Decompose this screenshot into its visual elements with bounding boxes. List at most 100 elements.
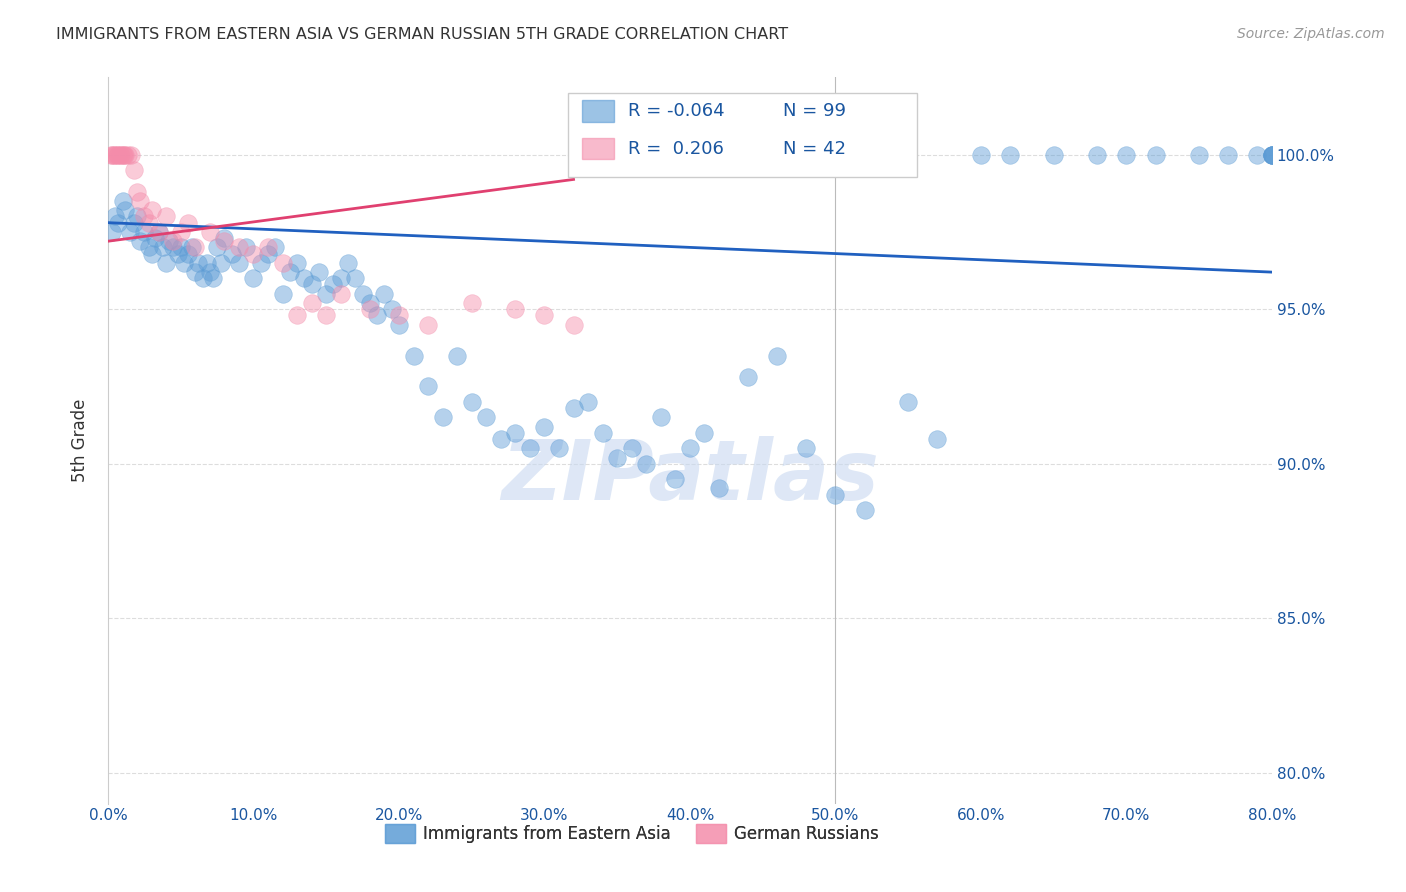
Point: [416, 379, 439, 393]
Point: [489, 432, 512, 446]
Point: [141, 246, 163, 260]
Point: [177, 246, 200, 260]
Point: [187, 256, 209, 270]
Point: [143, 231, 166, 245]
Point: [1261, 147, 1284, 161]
Point: [201, 271, 224, 285]
Point: [381, 302, 404, 317]
Point: [101, 147, 124, 161]
Point: [301, 277, 323, 292]
Text: ZIPatlas: ZIPatlas: [501, 436, 879, 517]
Point: [794, 442, 817, 456]
Point: [533, 309, 555, 323]
Point: [344, 271, 367, 285]
Point: [707, 482, 730, 496]
Point: [315, 286, 337, 301]
Point: [228, 240, 250, 254]
Point: [620, 442, 643, 456]
Text: R = -0.064: R = -0.064: [628, 102, 725, 120]
Point: [205, 240, 228, 254]
Point: [134, 210, 156, 224]
Point: [155, 210, 177, 224]
Point: [103, 147, 125, 161]
Point: [264, 240, 287, 254]
Point: [664, 472, 686, 486]
Point: [1261, 147, 1284, 161]
Point: [107, 147, 129, 161]
Point: [114, 203, 136, 218]
Point: [359, 296, 381, 310]
Point: [388, 309, 411, 323]
Point: [249, 256, 271, 270]
Point: [100, 147, 122, 161]
Point: [162, 234, 184, 248]
Point: [337, 256, 360, 270]
Point: [824, 487, 846, 501]
Point: [650, 410, 672, 425]
Point: [198, 265, 221, 279]
Point: [166, 246, 188, 260]
Point: [366, 309, 388, 323]
Point: [127, 210, 149, 224]
Point: [242, 271, 264, 285]
Point: [285, 256, 308, 270]
Point: [636, 457, 658, 471]
Text: IMMIGRANTS FROM EASTERN ASIA VS GERMAN RUSSIAN 5TH GRADE CORRELATION CHART: IMMIGRANTS FROM EASTERN ASIA VS GERMAN R…: [56, 27, 789, 42]
Bar: [582, 137, 614, 160]
Point: [416, 318, 439, 332]
Point: [105, 147, 128, 161]
FancyBboxPatch shape: [568, 94, 917, 177]
Point: [120, 147, 142, 161]
Point: [1218, 147, 1240, 161]
Text: N = 42: N = 42: [783, 140, 846, 158]
Point: [148, 225, 170, 239]
Point: [1144, 147, 1167, 161]
Point: [329, 286, 352, 301]
Point: [359, 302, 381, 317]
Point: [505, 302, 527, 317]
Point: [195, 256, 218, 270]
Point: [766, 349, 789, 363]
Text: Source: ZipAtlas.com: Source: ZipAtlas.com: [1237, 27, 1385, 41]
Point: [271, 256, 294, 270]
Point: [294, 271, 316, 285]
Point: [184, 240, 207, 254]
Point: [1261, 147, 1284, 161]
Y-axis label: 5th Grade: 5th Grade: [72, 399, 89, 483]
Point: [1261, 147, 1284, 161]
Point: [155, 256, 177, 270]
Point: [315, 309, 337, 323]
Point: [214, 234, 236, 248]
Point: [101, 225, 124, 239]
Point: [352, 286, 374, 301]
Point: [322, 277, 344, 292]
Point: [129, 194, 152, 208]
Point: [184, 265, 207, 279]
Point: [308, 265, 330, 279]
Point: [402, 349, 425, 363]
Point: [122, 163, 145, 178]
Point: [301, 296, 323, 310]
Point: [129, 234, 152, 248]
Point: [127, 185, 149, 199]
Point: [285, 309, 308, 323]
Point: [533, 419, 555, 434]
Point: [998, 147, 1021, 161]
Point: [177, 216, 200, 230]
Point: [679, 442, 702, 456]
Point: [897, 395, 920, 409]
Point: [970, 147, 993, 161]
Point: [170, 240, 193, 254]
Point: [214, 231, 236, 245]
Point: [592, 425, 614, 440]
Point: [134, 225, 156, 239]
Point: [1085, 147, 1108, 161]
Bar: [582, 100, 614, 121]
Point: [373, 286, 395, 301]
Point: [141, 203, 163, 218]
Point: [1261, 147, 1284, 161]
Point: [111, 194, 134, 208]
Text: R =  0.206: R = 0.206: [628, 140, 724, 158]
Point: [576, 395, 599, 409]
Point: [235, 240, 257, 254]
